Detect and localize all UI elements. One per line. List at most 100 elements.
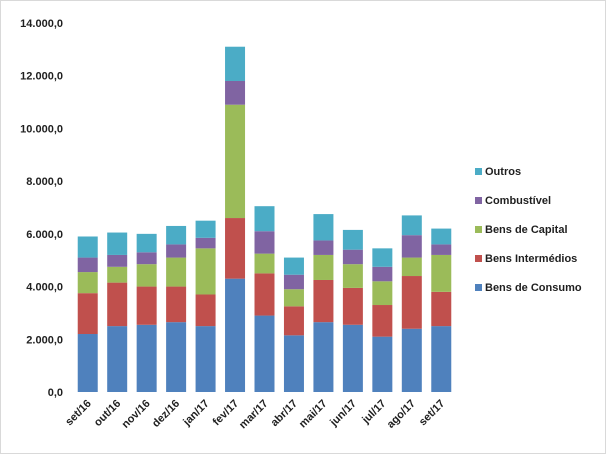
y-axis: 0,0 2.000,0 4.000,0 6.000,0 8.000,0 10.000,0 1… [20, 18, 63, 399]
bar-segment-outros [195, 220, 216, 238]
bar-segment-outros [283, 257, 304, 275]
bar-segment-bens-de-consumo [372, 336, 393, 392]
x-tick-label: out/16 [92, 398, 123, 429]
bar-segment-combust-vel [107, 254, 128, 267]
bar-segment-bens-interm-dios [77, 293, 98, 335]
x-axis: set/16out/16nov/16dez/16jan/17fev/17mar/… [63, 398, 447, 432]
bar-segment-bens-de-consumo [136, 324, 157, 392]
bar-segment-bens-interm-dios [313, 279, 334, 323]
bar-segment-bens-de-capital [107, 266, 128, 283]
legend: Outros Combustível Bens de Capital Bens Int… [475, 166, 582, 294]
bar-segment-bens-de-consumo [225, 278, 246, 392]
bar-segment-outros [136, 233, 157, 253]
bar-segment-outros [225, 46, 246, 81]
legend-label: Outros [485, 166, 521, 178]
bar-segment-combust-vel [283, 274, 304, 290]
bar-segment-bens-de-capital [342, 264, 363, 288]
y-tick-label: 2.000,0 [26, 334, 63, 346]
legend-swatch [475, 168, 482, 175]
bar-segment-bens-de-consumo [401, 328, 422, 392]
bar-segment-bens-de-capital [254, 253, 275, 274]
bar-segment-outros [431, 228, 452, 245]
bar-segment-combust-vel [136, 252, 157, 265]
bar-segment-outros [254, 206, 275, 232]
bar-segment-bens-de-capital [372, 281, 393, 306]
bar-segment-bens-de-consumo [283, 335, 304, 392]
bar-segment-bens-de-consumo [254, 315, 275, 392]
bar-segment-combust-vel [342, 249, 363, 265]
bar-segment-combust-vel [225, 80, 246, 105]
x-tick-label: dez/16 [150, 398, 182, 430]
x-tick-label: set/17 [417, 398, 448, 429]
bar-segment-outros [401, 215, 422, 236]
x-tick-label: set/16 [63, 398, 94, 429]
bar-segment-bens-de-consumo [195, 326, 216, 392]
bar-segment-bens-interm-dios [107, 282, 128, 327]
bar-segment-bens-de-capital [195, 248, 216, 295]
bar-segment-outros [372, 248, 393, 267]
legend-label: Bens Intermédios [485, 253, 577, 265]
y-tick-label: 8.000,0 [26, 176, 63, 188]
legend-label: Bens de Consumo [485, 282, 582, 294]
bar-segment-bens-de-capital [313, 254, 334, 280]
bar-segment-bens-de-consumo [107, 326, 128, 392]
y-tick-label: 14.000,0 [20, 18, 63, 30]
bar-segment-bens-de-consumo [77, 334, 98, 392]
legend-label: Combustível [485, 195, 551, 207]
bar-segment-bens-de-capital [136, 264, 157, 287]
x-tick-label: nov/16 [120, 398, 153, 431]
x-tick-label: ago/17 [385, 398, 418, 431]
bar-segment-combust-vel [372, 266, 393, 282]
bar-segment-bens-de-capital [225, 104, 246, 219]
bar-segment-outros [107, 232, 128, 255]
bar-segment-combust-vel [431, 244, 452, 255]
bar-segment-outros [313, 214, 334, 241]
bar-segment-bens-interm-dios [342, 287, 363, 325]
legend-swatch [475, 284, 482, 291]
bar-segment-bens-de-capital [166, 257, 187, 287]
bar-segment-bens-interm-dios [136, 286, 157, 325]
bar-segment-bens-de-capital [283, 289, 304, 307]
legend-swatch [475, 197, 482, 204]
bar-segment-bens-interm-dios [225, 218, 246, 279]
legend-swatch [475, 226, 482, 233]
bar-segment-combust-vel [195, 237, 216, 249]
legend-swatch [475, 255, 482, 262]
y-tick-label: 0,0 [48, 387, 63, 399]
bar-segment-combust-vel [401, 235, 422, 258]
bar-segment-bens-interm-dios [166, 286, 187, 323]
bar-segment-bens-de-capital [77, 272, 98, 294]
bar-segment-bens-interm-dios [283, 306, 304, 336]
bar-segment-combust-vel [313, 240, 334, 255]
bar-segment-bens-interm-dios [401, 276, 422, 329]
bars-layer [77, 46, 452, 392]
bar-segment-bens-interm-dios [431, 291, 452, 327]
legend-label: Bens de Capital [485, 224, 568, 236]
bar-segment-outros [342, 229, 363, 250]
bar-segment-bens-de-consumo [342, 324, 363, 392]
x-tick-label: jan/17 [180, 398, 211, 429]
bar-segment-combust-vel [166, 244, 187, 258]
x-tick-label: abr/17 [269, 398, 300, 429]
bar-segment-bens-de-consumo [431, 326, 452, 392]
x-tick-label: mai/17 [297, 398, 330, 431]
bar-segment-bens-de-consumo [313, 322, 334, 392]
bar-segment-bens-interm-dios [372, 305, 393, 337]
bar-segment-bens-de-capital [401, 257, 422, 277]
bar-segment-combust-vel [77, 257, 98, 273]
x-tick-label: mar/17 [237, 398, 271, 432]
bar-segment-combust-vel [254, 231, 275, 254]
bar-segment-bens-de-capital [431, 254, 452, 292]
y-tick-label: 12.000,0 [20, 71, 63, 83]
bar-segment-bens-de-consumo [166, 322, 187, 392]
bar-segment-outros [166, 225, 187, 245]
y-tick-label: 6.000,0 [26, 229, 63, 241]
y-tick-label: 4.000,0 [26, 282, 63, 294]
bar-segment-bens-interm-dios [195, 294, 216, 327]
x-tick-label: jun/17 [327, 398, 359, 430]
y-tick-label: 10.000,0 [20, 123, 63, 135]
bar-segment-outros [77, 236, 98, 258]
bar-segment-bens-interm-dios [254, 273, 275, 316]
